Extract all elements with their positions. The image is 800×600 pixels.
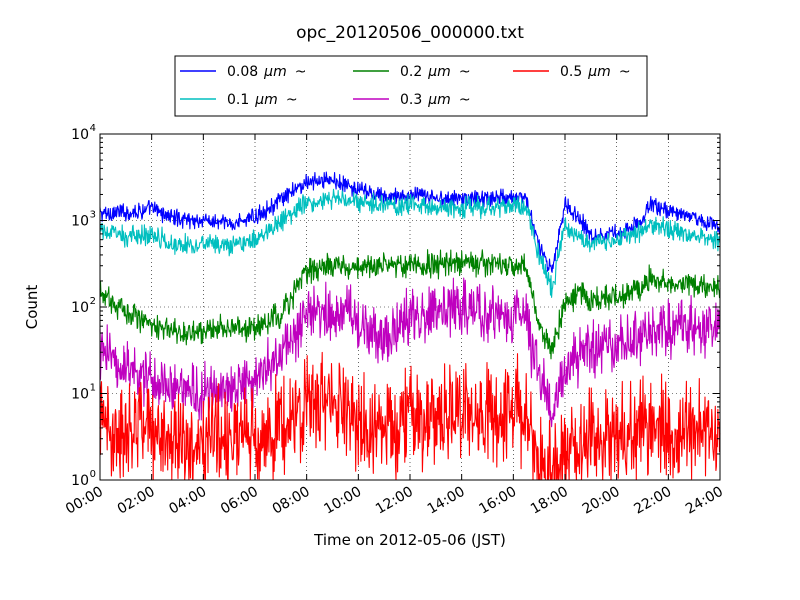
legend-suffix: ~ [286,92,298,108]
y-tick-base: 10 [71,473,89,489]
legend-unit: μm [427,64,451,80]
legend-label: 0.08 μm ~ [227,64,306,80]
chart-title: opc_20120506_000000.txt [296,23,524,43]
series-line-2 [99,249,721,360]
legend-unit: μm [263,64,287,80]
y-tick-label: 10 2 [71,296,96,316]
y-tick-base: 10 [71,127,89,143]
legend-label: 0.5 μm ~ [560,64,631,80]
legend-label: 0.1 μm ~ [227,92,298,108]
series-line-4 [99,351,721,481]
y-tick-label: 10 3 [71,210,96,230]
legend-series-name: 0.2 [400,64,422,80]
y-tick-base: 10 [71,387,89,403]
legend-box [174,55,648,117]
legend-series-name: 0.1 [227,92,249,108]
series-lines [99,171,721,481]
legend-series-name: 0.3 [400,92,422,108]
y-tick-exponent: 3 [90,210,96,221]
series-line-1 [99,188,721,298]
legend-suffix: ~ [295,64,307,80]
legend-label: 0.3 μm ~ [400,92,471,108]
y-tick-exponent: 1 [90,383,96,394]
legend-entry: 0.3 μm ~ [353,92,471,108]
y-tick-label: 10 4 [71,123,96,143]
legend-unit: μm [254,92,278,108]
y-tick-label: 10 0 [71,469,96,489]
y-tick-base: 10 [71,300,89,316]
y-axis-label: Count [23,285,41,330]
legend-entry: 0.08 μm ~ [180,64,306,80]
x-axis-label: Time on 2012-05-06 (JST) [313,531,506,549]
legend-entry: 0.2 μm ~ [353,64,471,80]
legend-unit: μm [587,64,611,80]
legend-suffix: ~ [459,64,471,80]
legend-series-name: 0.5 [560,64,582,80]
legend: 0.08 μm ~0.1 μm ~0.2 μm ~0.3 μm ~0.5 μm ~ [174,55,648,117]
legend-series-name: 0.08 [227,64,258,80]
y-tick-exponent: 0 [90,469,96,480]
y-tick-exponent: 4 [90,123,96,134]
legend-unit: μm [427,92,451,108]
legend-label: 0.2 μm ~ [400,64,471,80]
legend-entry: 0.5 μm ~ [513,64,631,80]
y-tick-label: 10 1 [71,383,96,403]
y-tick-base: 10 [71,214,89,230]
legend-entry: 0.1 μm ~ [180,92,298,108]
legend-suffix: ~ [619,64,631,80]
legend-suffix: ~ [459,92,471,108]
y-tick-exponent: 2 [90,296,96,307]
